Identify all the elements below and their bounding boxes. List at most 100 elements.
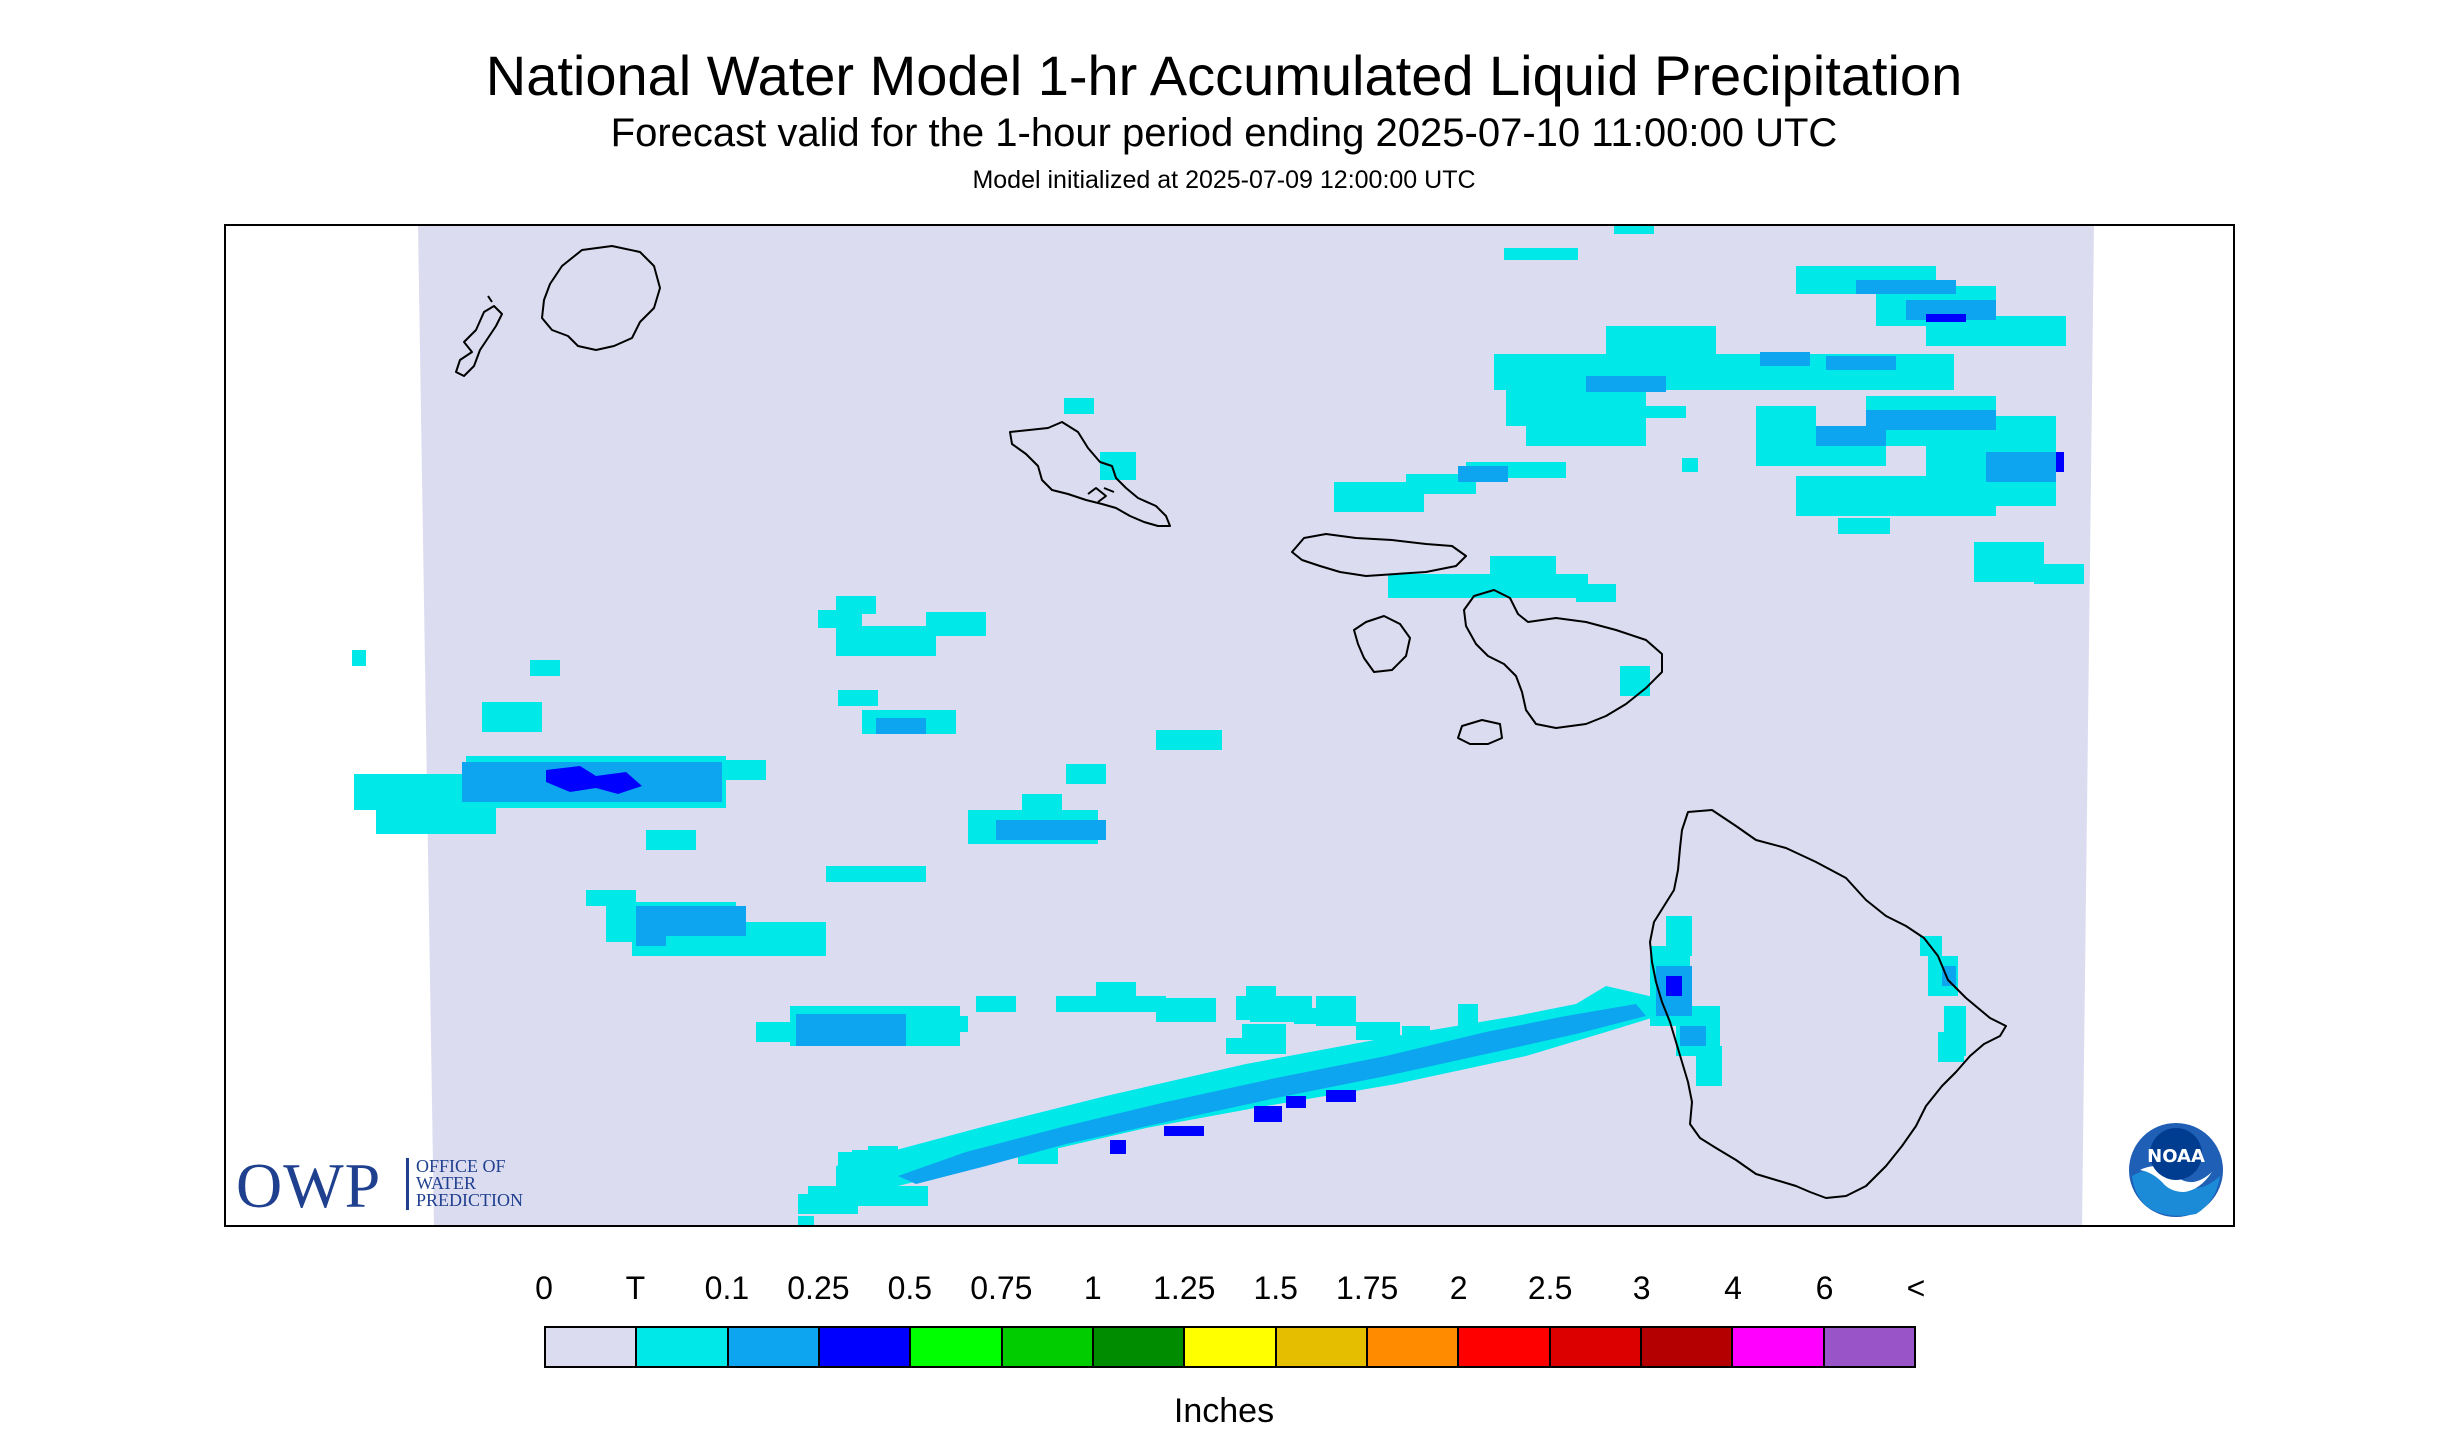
legend-label: 6 (1815, 1270, 1834, 1306)
owp-logo-line: OFFICE OF (416, 1156, 506, 1176)
legend-label: 0 (535, 1270, 553, 1306)
precip-cell (1254, 1106, 1282, 1122)
precip-cell (1242, 1024, 1286, 1040)
precip-cell (996, 820, 1106, 840)
coast-oahu (1009, 421, 1171, 527)
precip-cell (1250, 1038, 1286, 1054)
precip-cell (836, 596, 876, 614)
legend-swatch (546, 1328, 638, 1366)
precip-core (546, 766, 642, 794)
precip-cell (1576, 584, 1616, 602)
precip-cell (1620, 666, 1650, 696)
precip-cell (870, 1154, 890, 1168)
precip-cell (818, 610, 862, 628)
precip-cell (1286, 1096, 1306, 1108)
map-canvas (352, 226, 2094, 1225)
owp-logo-letters: OWP (236, 1150, 382, 1221)
legend-swatch (911, 1328, 1003, 1366)
precip-cell (1326, 1090, 1356, 1102)
precip-cell (796, 1014, 906, 1046)
precip-cell (636, 928, 666, 946)
precip-cell (798, 1216, 814, 1225)
precip-cell (1666, 976, 1682, 996)
precip-cell (836, 626, 936, 656)
precip-cell (1760, 352, 1810, 366)
coast-big-island (1649, 809, 2007, 1199)
model-init-text: Model initialized at 2025-07-09 12:00:00… (972, 166, 1476, 194)
coast-kahoolawe (1457, 719, 1503, 745)
precip-cell (1526, 416, 1646, 446)
precip-cell (1156, 998, 1216, 1022)
precip-cell (1856, 280, 1956, 294)
precip-cell (1458, 466, 1508, 482)
precip-cell (1316, 996, 1356, 1026)
legend-swatch (1459, 1328, 1551, 1366)
precip-cell (976, 996, 1016, 1012)
legend-swatch (728, 1328, 820, 1366)
coast-maui (1463, 589, 1663, 729)
precip-cell (1838, 518, 1890, 534)
precip-blue-areas (546, 314, 2064, 1154)
legend-label: 1.75 (1336, 1270, 1399, 1306)
legend-swatch (1824, 1328, 1914, 1366)
legend-label: 2.5 (1527, 1270, 1573, 1306)
map-title: National Water Model 1-hr Accumulated Li… (485, 44, 1963, 107)
precip-cell (1682, 458, 1698, 472)
precipitation-map (224, 224, 2235, 1227)
owp-logo-text: OFFICE OF WATER PREDICTION (416, 1156, 523, 1210)
precip-band-south-core (898, 1004, 1646, 1184)
legend-label: 0.5 (887, 1270, 933, 1306)
legend-label: 0.25 (787, 1270, 850, 1306)
legend-label: 1.25 (1153, 1270, 1216, 1306)
precip-cell (530, 660, 560, 676)
precip-cell (1064, 398, 1094, 414)
precip-cell (1666, 916, 1692, 956)
coastlines (455, 245, 2007, 1199)
noaa-logo-text: NOAA (2147, 1146, 2205, 1167)
precip-cell (482, 702, 542, 732)
precip-cell (1796, 476, 1996, 516)
precip-cell (1926, 314, 1966, 322)
precip-cell (2056, 452, 2064, 472)
coast-pearl-harbor (1087, 487, 1115, 503)
precip-cell (918, 1016, 968, 1032)
map-subtitle: Forecast valid for the 1-hour period end… (610, 111, 1838, 155)
noaa-logo: NOAA (2126, 1120, 2226, 1220)
precip-cell (1022, 794, 1062, 810)
precip-cell (1388, 574, 1588, 598)
precip-cell (798, 1194, 828, 1214)
legend-swatch (1185, 1328, 1277, 1366)
coast-molokai (1291, 533, 1467, 577)
owp-logo-divider (406, 1158, 409, 1210)
legend-swatch (1002, 1328, 1094, 1366)
legend-label: T (625, 1270, 646, 1306)
legend-swatch (1093, 1328, 1186, 1366)
owp-logo-line: PREDICTION (416, 1190, 523, 1210)
precip-cell (1986, 452, 2056, 482)
precip-cell (1942, 966, 1956, 986)
legend-swatch (819, 1328, 912, 1366)
precip-cell (646, 830, 696, 850)
legend-label: 0.1 (704, 1270, 750, 1306)
owp-logo-line: WATER (416, 1173, 476, 1193)
precip-cell (1294, 1008, 1322, 1024)
legend-label: 2 (1449, 1270, 1468, 1306)
precip-cell (1614, 226, 1654, 234)
precip-cell (352, 650, 366, 666)
coast-niihau (455, 295, 503, 377)
precip-cell (1490, 556, 1556, 590)
coast-kauai (541, 245, 661, 351)
precip-cell (1696, 1046, 1722, 1086)
precip-cell (1680, 1026, 1706, 1046)
coast-lanai (1353, 615, 1411, 673)
precip-cell (1816, 426, 1886, 446)
precip-cell (1156, 730, 1222, 750)
precip-cell (876, 718, 926, 734)
precip-cell (1164, 1126, 1204, 1136)
precip-cell (1866, 410, 1996, 430)
legend-swatch (1733, 1328, 1825, 1366)
precip-cell (1096, 982, 1136, 1012)
precip-cell (926, 612, 986, 636)
precip-cell (826, 866, 926, 882)
precip-cell (1826, 356, 1896, 370)
